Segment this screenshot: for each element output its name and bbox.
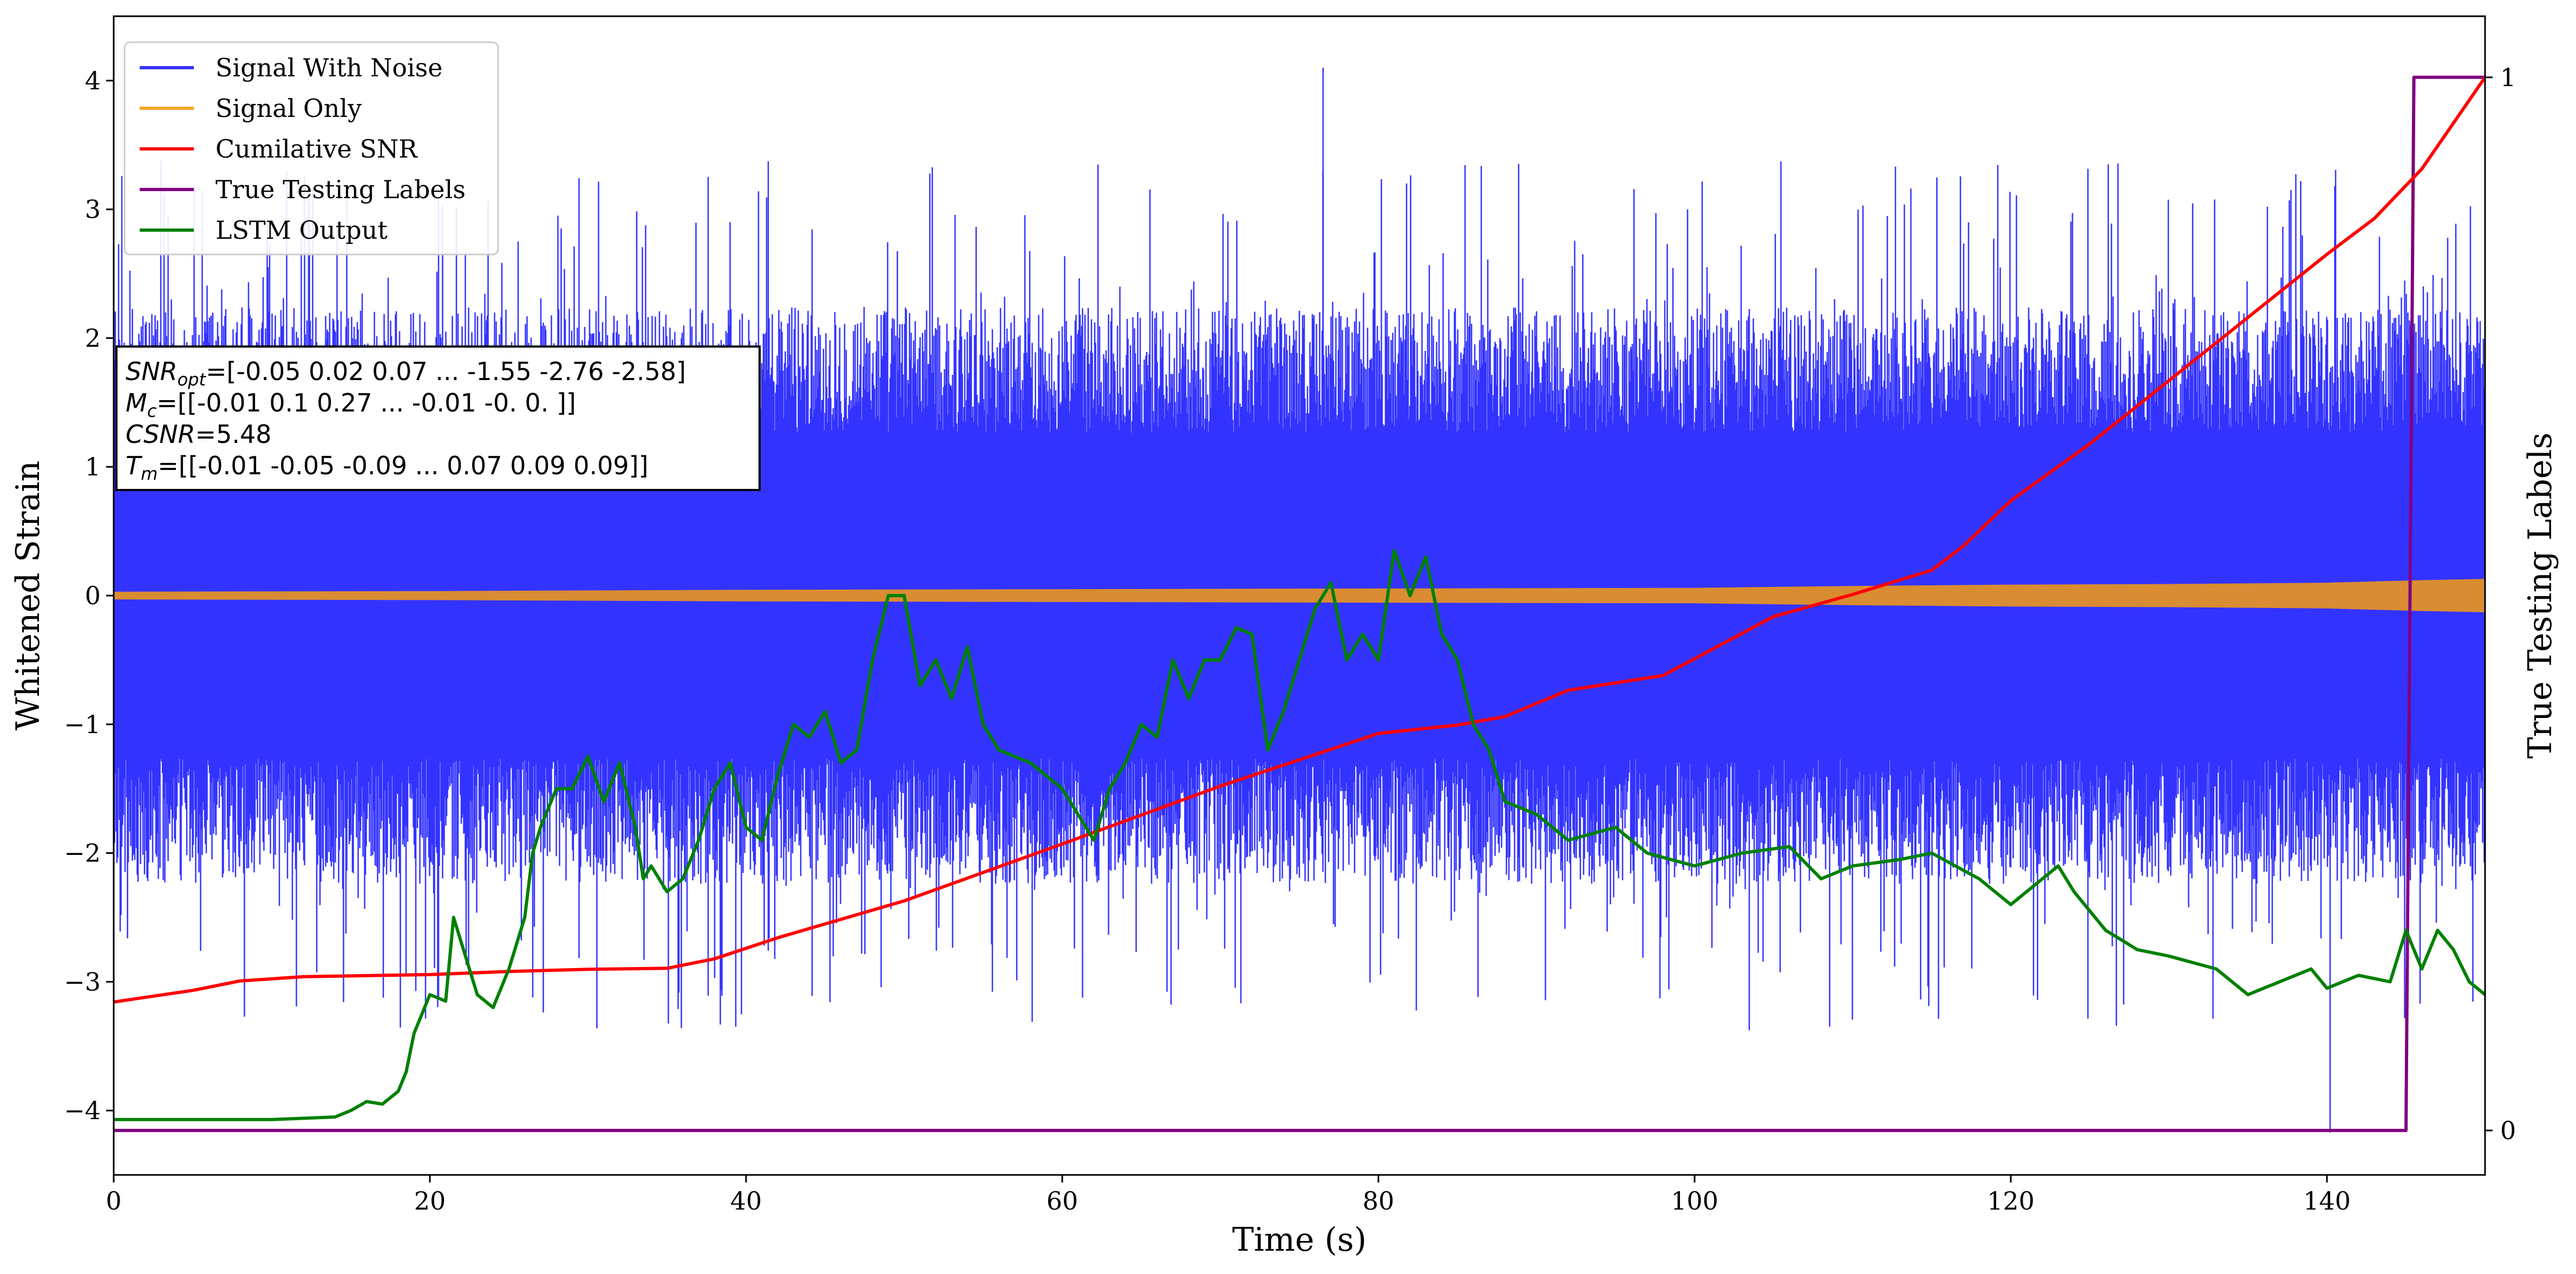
legend-label: Signal Only — [215, 94, 362, 123]
x-tick-label: 80 — [1363, 1186, 1395, 1216]
y2-tick-label: 1 — [2500, 63, 2516, 92]
y-axis-title: Whitened Strain — [9, 461, 47, 730]
y-tick-label: −4 — [64, 1096, 101, 1125]
annotation-frame — [115, 345, 761, 491]
legend-label: True Testing Labels — [215, 175, 466, 204]
y2-axis-title: True Testing Labels — [2521, 433, 2559, 759]
x-tick-label: 0 — [106, 1186, 121, 1216]
signal-only-envelope — [114, 579, 2485, 612]
x-tick-label: 140 — [2303, 1186, 2351, 1216]
y-tick-label: 2 — [85, 323, 101, 352]
true-testing-labels-line — [114, 75, 2485, 1132]
legend: Signal With Noise Signal Only Cumilative S… — [123, 41, 499, 256]
x-tick-label: 120 — [1987, 1186, 2035, 1216]
annotation-line: Mc=[[-0.01 0.1 0.27 ... -0.01 -0. 0. ]] — [126, 388, 576, 421]
y-tick-label: 1 — [85, 452, 101, 481]
x-tick-label: 100 — [1671, 1186, 1718, 1216]
legend-label: Cumilative SNR — [215, 134, 418, 164]
legend-frame — [123, 41, 499, 256]
annotation-box: SNRopt=[-0.05 0.02 0.07 ... -1.55 -2.76 … — [115, 345, 761, 491]
legend-label: Signal With Noise — [215, 53, 442, 82]
y2-tick-label: 0 — [2500, 1116, 2516, 1145]
annotation-line: Tm=[[-0.01 -0.05 -0.09 ... 0.07 0.09 0.0… — [126, 451, 649, 484]
y-tick-label: −1 — [64, 710, 101, 739]
y-tick-label: 3 — [85, 195, 101, 224]
y-tick-label: −2 — [64, 839, 101, 868]
x-tick-label: 20 — [414, 1186, 446, 1216]
x-tick-label: 60 — [1047, 1186, 1078, 1216]
annotation-line: CSNR=5.48 — [126, 420, 272, 449]
annotation-line: SNRopt=[-0.05 0.02 0.07 ... -1.55 -2.76 … — [126, 357, 686, 390]
lstm-output-line — [114, 548, 2485, 1121]
y-tick-label: 4 — [85, 66, 101, 95]
legend-label: LSTM Output — [215, 215, 388, 245]
y-tick-label: 0 — [85, 581, 101, 610]
signal-only-series — [114, 579, 2485, 612]
x-axis-title: Time (s) — [1232, 1221, 1367, 1259]
y-tick-label: −3 — [64, 967, 101, 996]
x-tick-label: 40 — [730, 1186, 762, 1216]
